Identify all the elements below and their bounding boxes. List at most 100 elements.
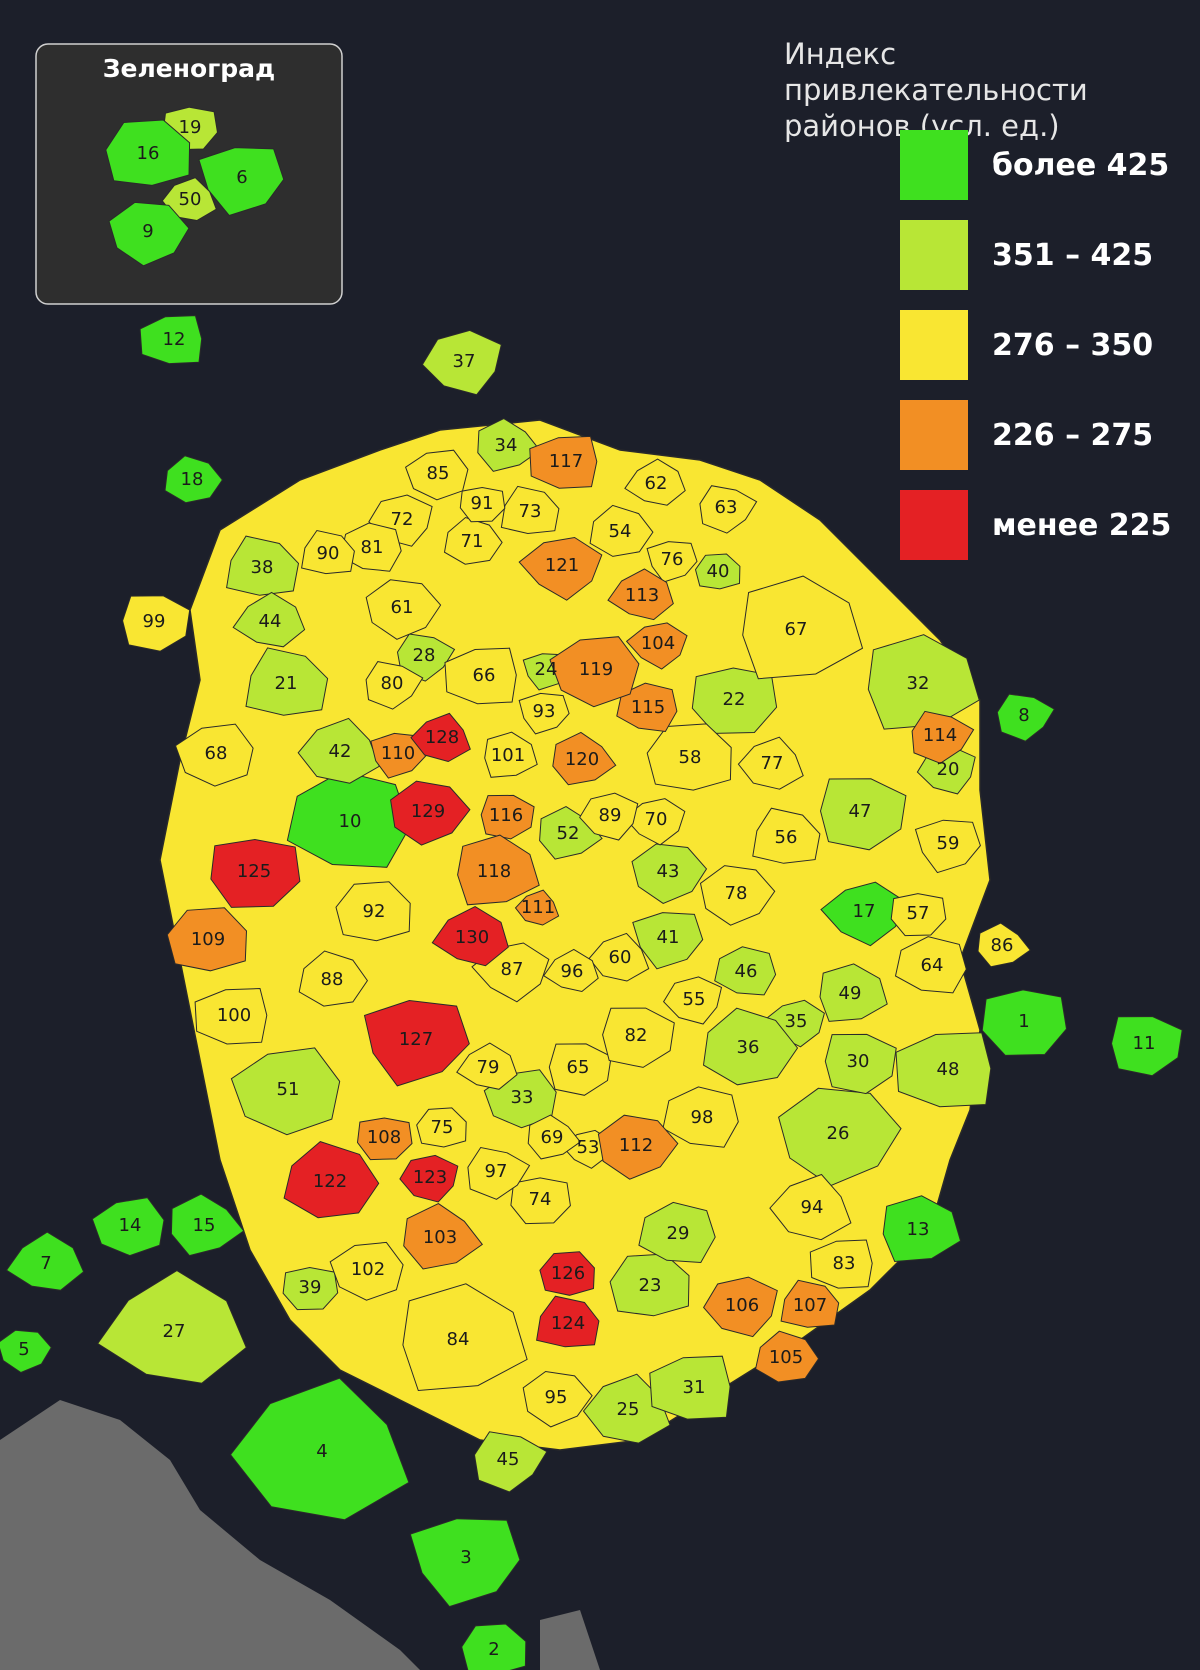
legend-item-226-275: 226 – 275 (900, 400, 1200, 470)
legend-swatch (900, 400, 968, 470)
map-district-label-123: 123 (413, 1167, 447, 1188)
map-district-label-64: 64 (921, 955, 944, 976)
map-district-label-78: 78 (725, 883, 748, 904)
map-district-label-58: 58 (679, 747, 702, 768)
map-district-3 (409, 1518, 521, 1608)
map-district-label-23: 23 (639, 1275, 662, 1296)
legend-item-gt425: более 425 (900, 130, 1200, 200)
map-district-125 (210, 838, 301, 908)
map-district-label-73: 73 (519, 501, 542, 522)
map-district-label-2: 2 (488, 1639, 499, 1660)
map-district-label-27: 27 (163, 1321, 186, 1342)
map-district-label-97: 97 (485, 1161, 508, 1182)
map-district-label-11: 11 (1133, 1033, 1156, 1054)
map-district-label-117: 117 (549, 451, 583, 472)
map-district-label-60: 60 (609, 947, 632, 968)
map-district-label-65: 65 (567, 1057, 590, 1078)
zelenograd-inset-title: Зеленоград (102, 54, 276, 83)
map-district-98 (662, 1086, 739, 1148)
map-district-80 (365, 661, 424, 710)
map-district-116 (480, 794, 535, 840)
map-district-95 (522, 1370, 593, 1428)
map-district-75 (416, 1107, 467, 1148)
map-district-label-119: 119 (579, 659, 613, 680)
map-district-label-12: 12 (163, 329, 186, 350)
map-district-label-76: 76 (661, 549, 684, 570)
map-district-58 (646, 723, 732, 791)
map-district-74 (510, 1177, 571, 1225)
zelenograd-district-label-16: 16 (137, 143, 160, 164)
map-district-label-57: 57 (907, 903, 930, 924)
map-district-label-40: 40 (707, 561, 730, 582)
map-district-label-59: 59 (937, 833, 960, 854)
map-district-label-7: 7 (40, 1253, 51, 1274)
map-district-83 (809, 1239, 873, 1289)
map-district-label-56: 56 (775, 827, 798, 848)
map-district-label-45: 45 (497, 1449, 520, 1470)
map-district-label-101: 101 (491, 745, 525, 766)
map-district-label-3: 3 (460, 1547, 471, 1568)
map-district-label-121: 121 (545, 555, 579, 576)
map-district-label-13: 13 (907, 1219, 930, 1240)
map-district-127 (363, 999, 470, 1087)
map-district-label-74: 74 (529, 1189, 552, 1210)
map-district-label-108: 108 (367, 1127, 401, 1148)
map-district-96 (542, 948, 599, 993)
map-district-label-53: 53 (577, 1137, 600, 1158)
map-district-label-91: 91 (471, 493, 494, 514)
zelenograd-district-label-9: 9 (142, 221, 153, 242)
map-district-103 (403, 1203, 484, 1270)
map-district-56 (752, 807, 821, 864)
map-district-62 (624, 458, 686, 506)
map-district-label-92: 92 (363, 901, 386, 922)
legend-item-351-425: 351 – 425 (900, 220, 1200, 290)
map-district-68 (174, 723, 254, 787)
zelenograd-district-9 (108, 201, 190, 267)
legend-label: более 425 (992, 148, 1170, 183)
map-district-label-14: 14 (119, 1215, 142, 1236)
map-district-label-95: 95 (545, 1387, 568, 1408)
map-district-70 (623, 798, 686, 846)
map-district-label-102: 102 (351, 1259, 385, 1280)
map-district-label-49: 49 (839, 983, 862, 1004)
map-district-label-96: 96 (561, 961, 584, 982)
map-district-36 (702, 1007, 799, 1086)
map-district-label-15: 15 (193, 1215, 216, 1236)
map-district-29 (638, 1201, 716, 1264)
map-district-label-10: 10 (339, 811, 362, 832)
map-district-label-39: 39 (299, 1277, 322, 1298)
map-district-label-35: 35 (785, 1011, 808, 1032)
map-district-label-93: 93 (533, 701, 556, 722)
map-district-label-98: 98 (691, 1107, 714, 1128)
map-district-7 (5, 1231, 85, 1291)
map-district-label-128: 128 (425, 727, 459, 748)
legend-label: менее 225 (992, 508, 1172, 543)
map-district-label-5: 5 (18, 1339, 29, 1360)
legend-label: 276 – 350 (992, 328, 1154, 363)
zelenograd-inset-labels: 19 16 6 50 9 (137, 117, 248, 242)
map-district-label-113: 113 (625, 585, 659, 606)
map-district-label-75: 75 (431, 1117, 454, 1138)
map-district-label-111: 111 (521, 897, 555, 918)
map-district-45 (473, 1431, 548, 1493)
map-district-label-1: 1 (1018, 1011, 1029, 1032)
map-district-label-116: 116 (489, 805, 523, 826)
map-district-label-44: 44 (259, 611, 282, 632)
map-district-label-30: 30 (847, 1051, 870, 1072)
map-district-label-118: 118 (477, 861, 511, 882)
map-district-label-130: 130 (455, 927, 489, 948)
map-district-63 (699, 485, 758, 534)
map-district-12 (139, 315, 203, 365)
map-district-label-110: 110 (381, 743, 415, 764)
map-district-label-106: 106 (725, 1295, 759, 1316)
legend-item-276-350: 276 – 350 (900, 310, 1200, 380)
map-district-label-87: 87 (501, 959, 524, 980)
map-district-label-28: 28 (413, 645, 436, 666)
map-district-122 (283, 1141, 380, 1219)
zelenograd-district-16 (105, 119, 191, 186)
map-district-91 (459, 486, 506, 523)
map-district-18 (164, 455, 224, 504)
map-district-label-46: 46 (735, 961, 758, 982)
map-district-119 (549, 636, 640, 708)
map-district-126 (539, 1251, 595, 1296)
